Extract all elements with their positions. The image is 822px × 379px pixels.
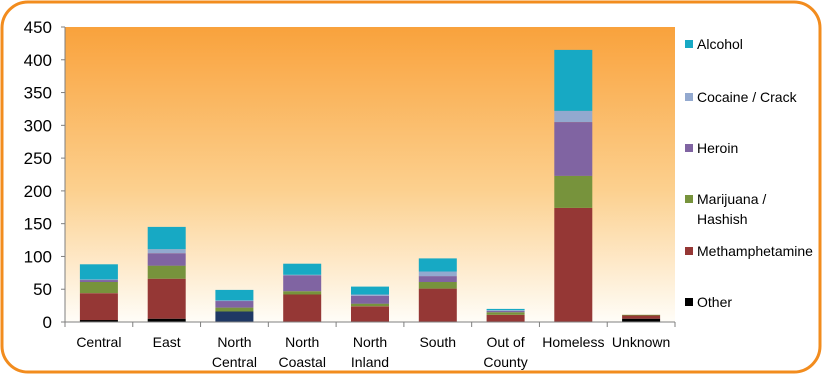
bar-segment-heroin <box>486 310 525 313</box>
bar-segment-methamphetamine <box>486 314 525 322</box>
bar-segment-heroin <box>554 122 593 176</box>
legend-label-marijuana-hashish: Hashish <box>697 211 748 227</box>
bar-segment-methamphetamine <box>418 288 457 322</box>
legend-swatch-marijuana-hashish <box>685 195 693 203</box>
legend-swatch-methamphetamine <box>685 247 693 255</box>
x-tick-label: North <box>353 334 387 350</box>
bar-segment-cocaine-crack <box>351 294 389 296</box>
x-tick-label: Out of <box>486 334 524 350</box>
bar-segment-methamphetamine <box>283 294 322 322</box>
bar-segment-marijuana-hashish <box>351 303 389 307</box>
bar-segment-other <box>622 318 661 322</box>
bar-segment-cocaine-crack <box>147 249 186 254</box>
bar-segment-cocaine-crack <box>215 300 254 302</box>
bar-segment-alcohol <box>418 258 457 272</box>
bar-segment-marijuana-hashish <box>215 307 254 312</box>
bar-segment-marijuana-hashish <box>283 291 322 295</box>
y-tick-label: 0 <box>43 313 52 332</box>
x-tick-label: South <box>419 334 456 350</box>
legend-swatch-heroin <box>685 144 693 152</box>
x-tick-label: East <box>153 334 181 350</box>
x-tick-label: Inland <box>351 354 389 370</box>
legend-label-alcohol: Alcohol <box>697 36 743 52</box>
bar-segment-alcohol <box>554 49 593 111</box>
x-tick-label: Central <box>212 354 257 370</box>
y-tick-label: 100 <box>24 247 52 266</box>
y-tick-label: 250 <box>24 149 52 168</box>
y-tick-label: 300 <box>24 116 52 135</box>
bar-segment-marijuana-hashish <box>622 314 661 316</box>
bar-segment-cocaine-crack <box>486 310 525 311</box>
y-tick-label: 400 <box>24 51 52 70</box>
x-tick-label: County <box>483 354 527 370</box>
y-tick-label: 450 <box>24 18 52 37</box>
x-tick-label: Coastal <box>278 354 325 370</box>
legend-swatch-other <box>685 298 693 306</box>
x-tick-label: Central <box>76 334 121 350</box>
bar-segment-heroin <box>418 276 457 282</box>
bar-segment-other <box>79 320 118 322</box>
bar-segment-marijuana-hashish <box>486 312 525 315</box>
bar-segment-alcohol <box>283 263 322 275</box>
bar-segment-heroin <box>79 280 118 282</box>
bar-segment-north-central-base <box>215 311 254 322</box>
bar-segment-cocaine-crack <box>418 271 457 277</box>
legend-label-methamphetamine: Methamphetamine <box>697 243 813 259</box>
bar-segment-cocaine-crack <box>283 274 322 276</box>
bar-segment-marijuana-hashish <box>418 282 457 289</box>
legend-label-cocaine-crack: Cocaine / Crack <box>697 89 798 105</box>
y-tick-label: 150 <box>24 215 52 234</box>
bar-segment-methamphetamine <box>79 293 118 321</box>
x-tick-label: North <box>285 334 319 350</box>
bar-segment-other <box>147 318 186 322</box>
bar-segment-alcohol <box>486 308 525 311</box>
bar-segment-methamphetamine <box>147 278 186 319</box>
y-tick-label: 200 <box>24 182 52 201</box>
bar-segment-methamphetamine <box>554 207 593 322</box>
bar-segment-marijuana-hashish <box>554 175 593 208</box>
legend-swatch-alcohol <box>685 40 693 48</box>
bar-segment-cocaine-crack <box>554 110 593 122</box>
bar-segment-methamphetamine <box>622 315 661 319</box>
bar-segment-marijuana-hashish <box>147 265 186 279</box>
bar-segment-heroin <box>215 301 254 308</box>
legend-label-heroin: Heroin <box>697 140 738 156</box>
x-tick-label: Unknown <box>612 334 670 350</box>
bar-segment-alcohol <box>215 289 254 301</box>
bar-segment-cocaine-crack <box>79 279 118 281</box>
bar-segment-heroin <box>283 275 322 292</box>
legend-swatch-cocaine-crack <box>685 93 693 101</box>
y-tick-label: 50 <box>33 280 52 299</box>
legend-label-marijuana-hashish: Marijuana / <box>697 191 766 207</box>
y-tick-label: 350 <box>24 84 52 103</box>
bar-segment-alcohol <box>147 226 186 250</box>
bar-segment-marijuana-hashish <box>79 282 118 294</box>
bar-segment-heroin <box>147 253 186 266</box>
x-tick-label: Homeless <box>542 334 604 350</box>
x-tick-label: North <box>217 334 251 350</box>
bar-segment-heroin <box>351 295 389 304</box>
bar-segment-alcohol <box>351 286 389 295</box>
bar-segment-alcohol <box>79 264 118 280</box>
bar-segment-methamphetamine <box>351 306 389 322</box>
legend-label-other: Other <box>697 294 732 310</box>
